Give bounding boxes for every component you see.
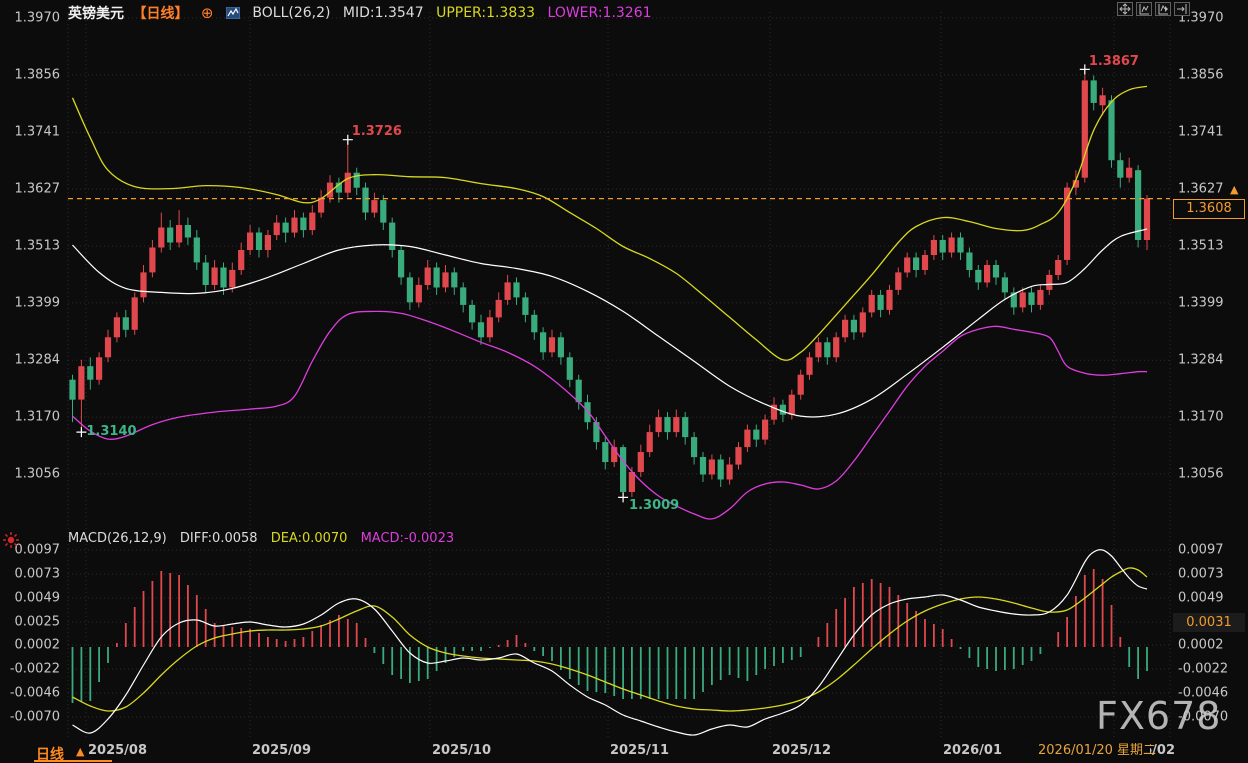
price-axis-left-label: 1.3741 — [14, 124, 61, 140]
period-dropdown-arrow-icon[interactable]: ▲ — [76, 745, 85, 758]
price-axis-left-label: 1.3170 — [14, 409, 61, 425]
price-annotation: 1.3009 — [629, 498, 680, 514]
macd-axis-right-label: 0.0073 — [1178, 566, 1224, 582]
boll-mid-value: MID:1.3547 — [342, 5, 424, 21]
macd-axis-left-label: 0.0073 — [14, 566, 61, 582]
macd-axis-left-label: -0.0070 — [9, 709, 60, 725]
axis-scale-right-icon[interactable] — [1155, 2, 1171, 16]
price-up-arrow-icon[interactable]: ▲ — [1230, 183, 1239, 196]
macd-bar-value: MACD:-0.0023 — [360, 531, 455, 546]
chart-toolbar — [1117, 2, 1190, 16]
price-axis-left-label: 1.3856 — [14, 67, 61, 83]
symbol-name: 英镑美元 — [68, 6, 124, 22]
macd-diff-value: DIFF:0.0058 — [179, 531, 258, 546]
main-chart-header: 英镑美元 【日线】 ⊕ BOLL(26,2) MID:1.3547 UPPER:… — [68, 3, 660, 22]
macd-axis-right-label: -0.0022 — [1178, 661, 1229, 677]
macd-axis-left-label: 0.0025 — [14, 614, 61, 630]
price-axis-right-label: 1.3056 — [1178, 466, 1224, 482]
price-axis-right-label: 1.3856 — [1178, 67, 1224, 83]
macd-dea-value: DEA:0.0070 — [270, 531, 348, 546]
price-axis-left-label: 1.3513 — [14, 238, 61, 254]
axis-scale-left-icon[interactable] — [1136, 2, 1152, 16]
x-axis-month-label: 2025/12 — [772, 743, 832, 758]
move-tool-icon[interactable] — [1117, 2, 1133, 16]
x-axis-month-label: 2026/01 — [943, 743, 1003, 758]
macd-current-value-label: 0.0031 — [1173, 613, 1245, 632]
macd-axis-left-label: 0.0002 — [14, 637, 61, 653]
last-price-label: 1.3608 — [1173, 199, 1245, 219]
period-tag: 【日线】 — [132, 6, 189, 22]
price-axis-left-label: 1.3284 — [14, 352, 61, 368]
x-axis-month-label: 2025/08 — [88, 743, 148, 758]
price-axis-left-label: 1.3056 — [14, 466, 61, 482]
price-axis-right-label: 1.3284 — [1178, 352, 1224, 368]
price-axis-left-label: 1.3970 — [14, 10, 61, 26]
crosshair-date-label: 2026/01/20 星期二 — [1038, 741, 1157, 760]
macd-axis-right-label: -0.0046 — [1178, 685, 1229, 701]
x-axis-month-label: 2025/09 — [252, 743, 312, 758]
macd-axis-left-label: -0.0022 — [9, 661, 60, 677]
price-annotation: 1.3867 — [1088, 54, 1139, 70]
mini-chart-icon — [225, 7, 240, 19]
macd-axis-right-label: -0.0070 — [1178, 709, 1229, 725]
macd-axis-right-label: 0.0097 — [1178, 542, 1224, 558]
price-axis-left-label: 1.3627 — [14, 181, 61, 197]
price-axis-right-label: 1.3627 — [1178, 181, 1224, 197]
period-tab-daily[interactable]: 日线 — [36, 747, 64, 763]
macd-header: MACD(26,12,9) DIFF:0.0058 DEA:0.0070 MAC… — [68, 531, 463, 546]
macd-indicator-label: MACD(26,12,9) — [68, 531, 167, 546]
x-axis-month-label: 2025/11 — [610, 743, 670, 758]
price-annotation: 1.3140 — [86, 424, 137, 440]
boll-upper-value: UPPER:1.3833 — [436, 5, 536, 21]
macd-axis-right-label: 0.0002 — [1178, 637, 1224, 653]
period-tab-underline — [34, 760, 112, 762]
price-annotation: 1.3726 — [351, 123, 402, 139]
x-axis-month-label: 2025/10 — [432, 743, 492, 758]
macd-axis-right-label: 0.0049 — [1178, 590, 1224, 606]
watermark: FX678 — [1096, 694, 1222, 738]
macd-pane-alert-icon[interactable] — [2, 531, 20, 553]
price-axis-right-label: 1.3170 — [1178, 409, 1224, 425]
add-indicator-icon[interactable]: ⊕ — [200, 4, 214, 22]
price-axis-right-label: 1.3513 — [1178, 238, 1224, 254]
macd-axis-left-label: 0.0097 — [14, 542, 61, 558]
boll-lower-value: LOWER:1.3261 — [547, 5, 652, 21]
macd-axis-left-label: -0.0046 — [9, 685, 60, 701]
price-axis-left-label: 1.3399 — [14, 295, 61, 311]
boll-label: BOLL(26,2) — [252, 5, 331, 21]
price-axis-right-label: 1.3399 — [1178, 295, 1224, 311]
price-axis-right-label: 1.3741 — [1178, 124, 1224, 140]
jump-to-latest-icon[interactable] — [1174, 2, 1190, 16]
macd-axis-left-label: 0.0049 — [14, 590, 61, 606]
